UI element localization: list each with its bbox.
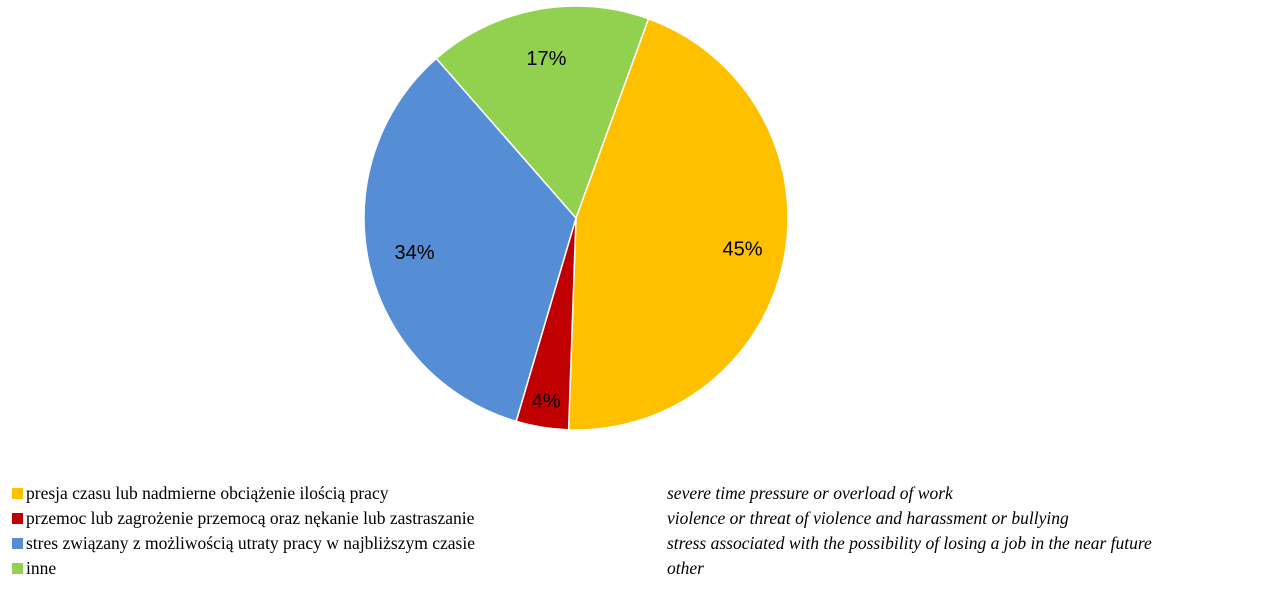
translation-item: stress associated with the possibility o…: [667, 533, 1152, 553]
legend-translations: severe time pressure or overload of work…: [667, 481, 1272, 581]
translation-item: violence or threat of violence and haras…: [667, 508, 1069, 528]
legend-item: presja czasu lub nadmierne obciążenie il…: [12, 481, 652, 506]
legend-swatch: [12, 538, 23, 549]
legend-item: inne: [12, 556, 652, 581]
pie-slice-label: 17%: [526, 48, 566, 70]
pie-slice: [567, 17, 789, 431]
pie-slice-label: 4%: [532, 390, 561, 412]
legend-label: stres związany z możliwością utraty prac…: [26, 533, 475, 553]
legend-swatch: [12, 488, 23, 499]
legend-item: przemoc lub zagrożenie przemocą oraz nęk…: [12, 506, 652, 531]
pie-slice: [435, 5, 650, 220]
legend-label: inne: [26, 558, 57, 578]
pie-chart: 45% 4% 34% 17%: [363, 5, 789, 431]
pie-slices: [363, 5, 789, 431]
pie-data-labels: 45% 4% 34% 17%: [394, 48, 762, 413]
legend-swatch: [12, 513, 23, 524]
legend-label: przemoc lub zagrożenie przemocą oraz nęk…: [26, 508, 475, 528]
chart-legend: presja czasu lub nadmierne obciążenie il…: [12, 481, 652, 581]
legend-label: presja czasu lub nadmierne obciążenie il…: [26, 483, 389, 503]
translation-item: severe time pressure or overload of work: [667, 483, 953, 503]
legend-swatch: [12, 563, 23, 574]
pie-slice: [363, 57, 577, 423]
legend-item: stres związany z możliwością utraty prac…: [12, 531, 652, 556]
translation-item: other: [667, 558, 704, 578]
pie-slice-label: 34%: [394, 242, 434, 264]
pie-slice-label: 45%: [722, 239, 762, 261]
